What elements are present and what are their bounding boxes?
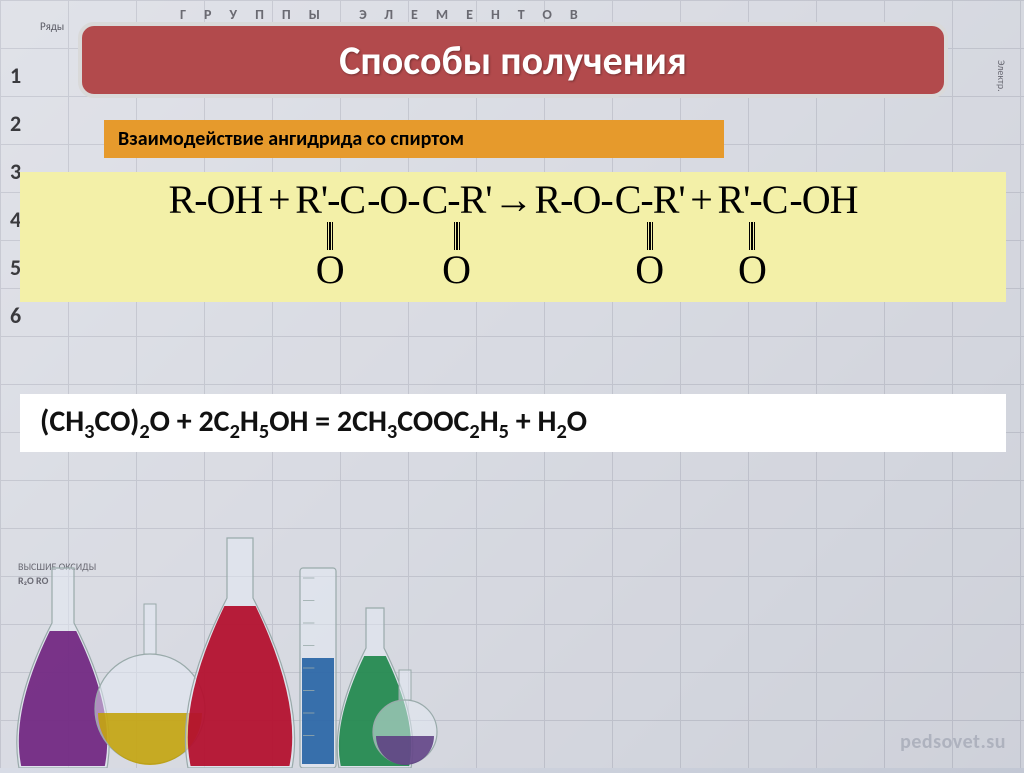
watermark: pedsovet.su (900, 730, 1006, 754)
equation-band: (CH3CO)2O + 2C2H5OH = 2CH3COOC2H5 + H2O (20, 394, 1006, 452)
bg-right-label: Электр. (995, 60, 1008, 92)
generic-reaction-scheme: R-OHO+OR'-CO-O-OC-R'O → OR-O-OC-R'O+OR'-… (20, 172, 1006, 302)
slide-title: Способы получения (78, 22, 948, 98)
bg-rows-label: Ряды (40, 20, 64, 33)
glassware-decoration (0, 528, 440, 768)
subtitle-bar: Взаимодействие ангидрида со спиртом (104, 120, 724, 158)
subtitle-text: Взаимодействие ангидрида со спиртом (118, 127, 464, 151)
equation-text: (CH3CO)2O + 2C2H5OH = 2CH3COOC2H5 + H2O (40, 403, 587, 444)
slide-title-text: Способы получения (339, 36, 687, 85)
bg-groups-label: ГРУППЫ ЭЛЕМЕНТОВ (180, 6, 596, 23)
